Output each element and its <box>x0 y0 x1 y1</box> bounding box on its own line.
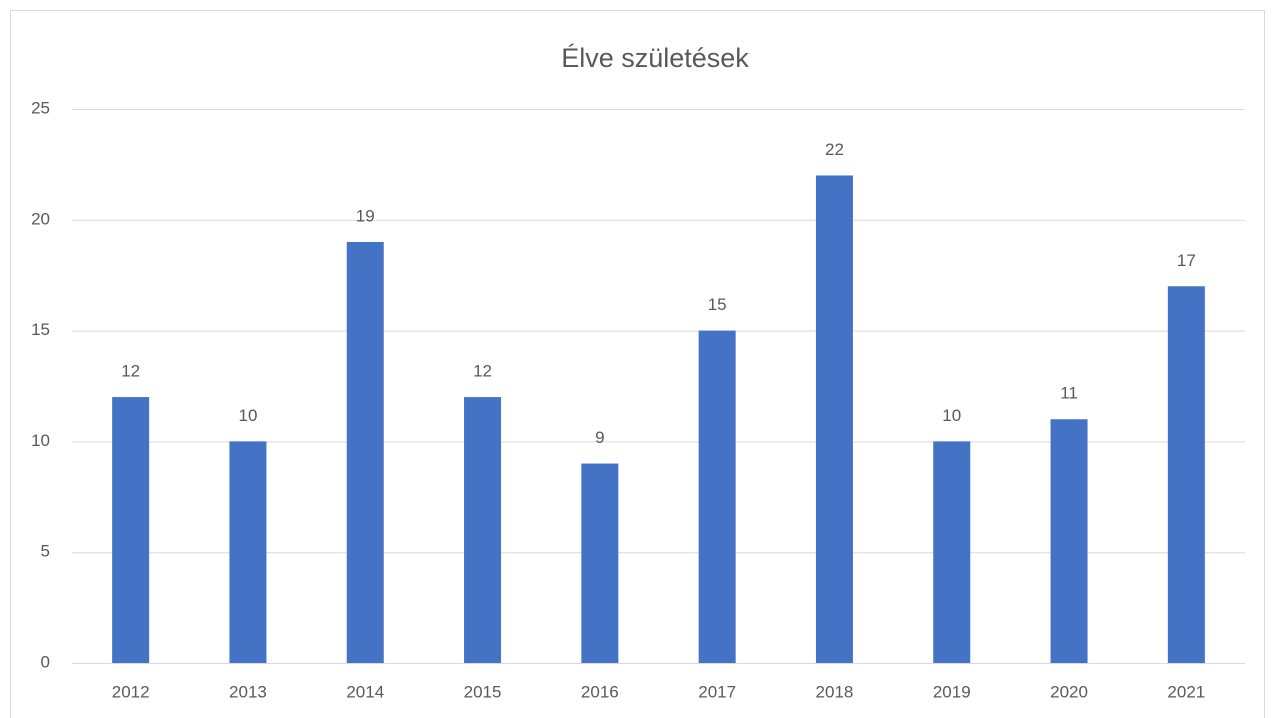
x-tick-label: 2020 <box>1050 682 1088 701</box>
data-label: 9 <box>595 428 604 447</box>
data-label: 17 <box>1177 251 1196 270</box>
bar <box>933 441 971 663</box>
y-tick-label: 0 <box>41 652 50 671</box>
x-tick-label: 2013 <box>229 682 267 701</box>
x-tick-label: 2018 <box>816 682 854 701</box>
bar <box>346 241 384 663</box>
chart-title: Élve születések <box>561 43 749 73</box>
y-tick-label: 10 <box>31 431 50 450</box>
bar <box>112 397 150 663</box>
data-label: 12 <box>473 362 492 381</box>
y-tick-label: 25 <box>31 98 50 117</box>
x-tick-label: 2012 <box>112 682 150 701</box>
data-label: 10 <box>942 406 961 425</box>
data-label: 11 <box>1060 384 1078 403</box>
bar <box>464 397 502 663</box>
data-label: 19 <box>356 206 375 225</box>
bar <box>815 175 853 664</box>
x-tick-label: 2019 <box>933 682 971 701</box>
data-label: 12 <box>121 362 140 381</box>
data-label: 15 <box>708 295 727 314</box>
x-tick-label: 2017 <box>698 682 736 701</box>
bar <box>581 463 619 663</box>
data-label: 10 <box>238 406 257 425</box>
bar <box>1050 419 1088 663</box>
y-tick-label: 5 <box>41 542 50 561</box>
bar <box>229 441 267 663</box>
bar <box>1167 286 1205 663</box>
bar <box>698 330 736 663</box>
x-tick-label: 2014 <box>346 682 384 701</box>
x-tick-label: 2015 <box>464 682 502 701</box>
y-tick-label: 15 <box>31 320 50 339</box>
x-tick-label: 2021 <box>1167 682 1205 701</box>
x-tick-label: 2016 <box>581 682 619 701</box>
y-tick-label: 20 <box>31 209 50 228</box>
data-label: 22 <box>825 140 844 159</box>
